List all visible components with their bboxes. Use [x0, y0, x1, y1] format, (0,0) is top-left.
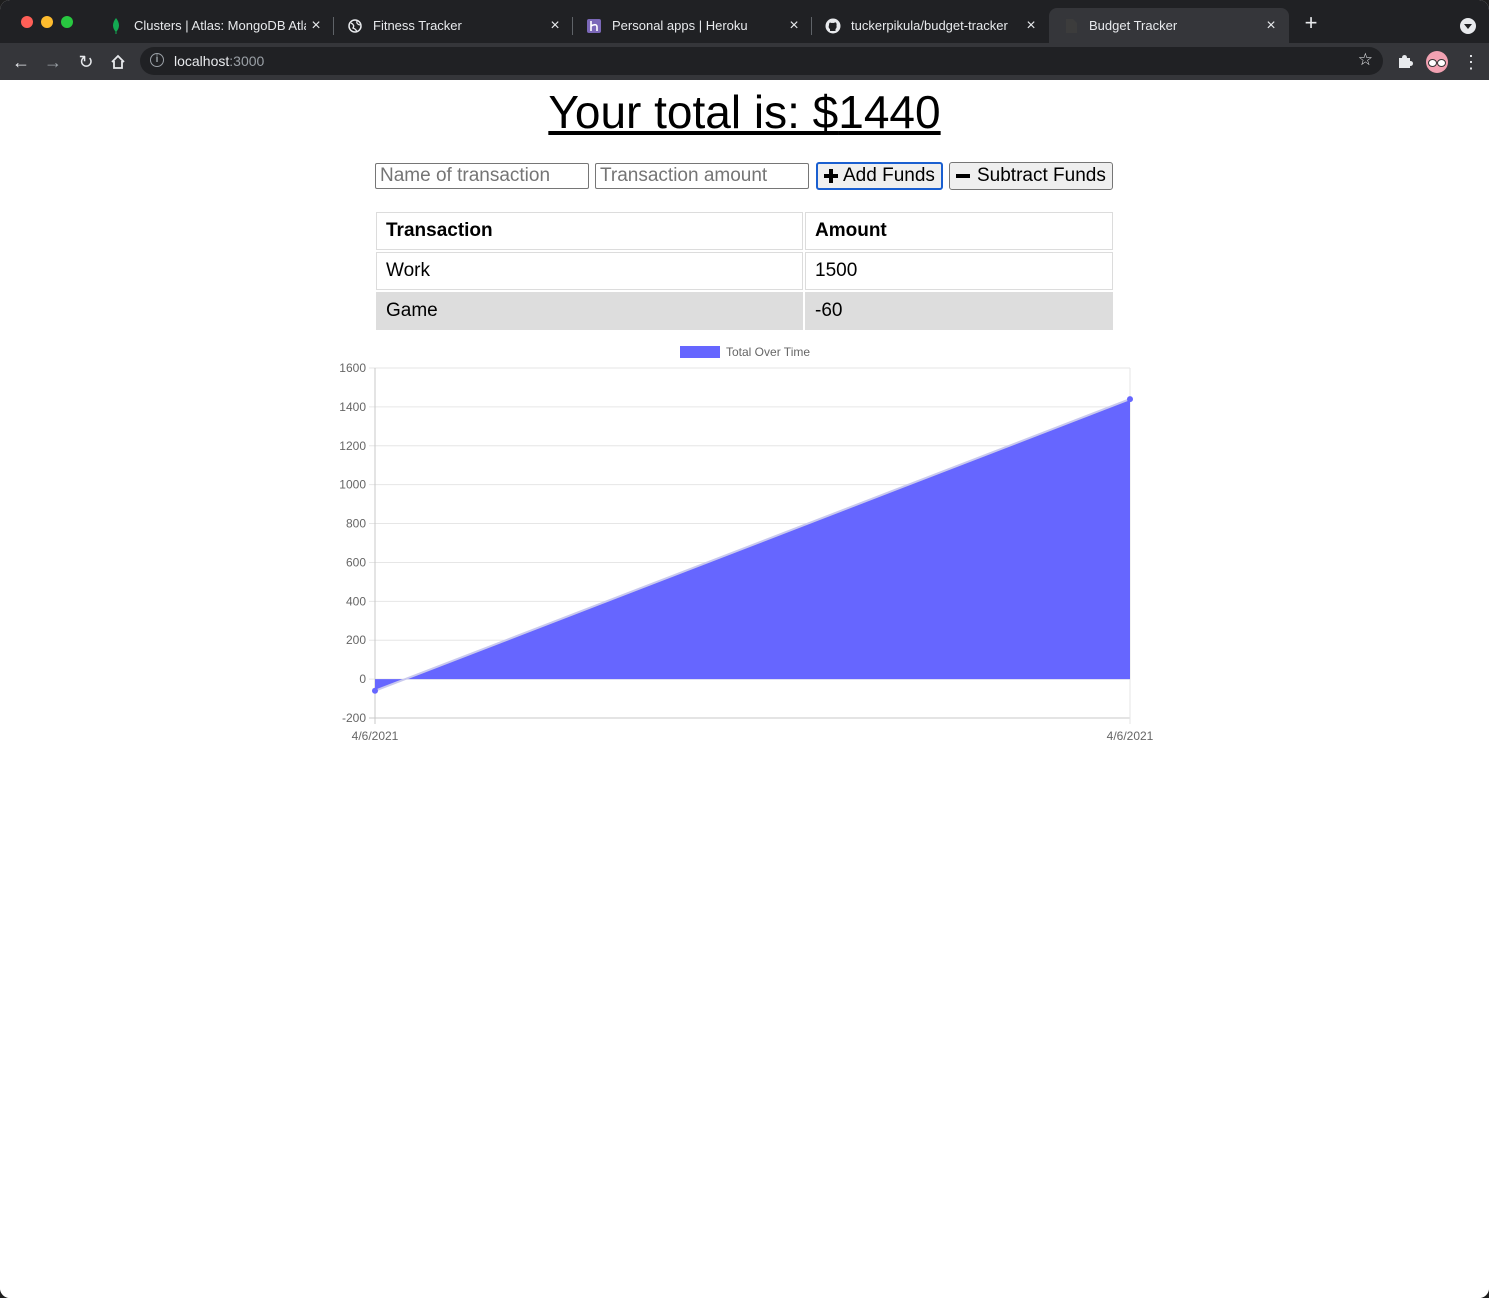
- tab-label: Clusters | Atlas: MongoDB Atlas: [134, 18, 306, 33]
- transaction-amount-cell: 1500: [805, 252, 1113, 290]
- globe-icon: [347, 18, 363, 34]
- close-tab-icon[interactable]: ×: [550, 16, 560, 34]
- table-row: Work 1500: [376, 252, 1113, 290]
- y-tick-label: 0: [359, 672, 366, 686]
- subtract-funds-button[interactable]: Subtract Funds: [949, 162, 1113, 190]
- legend-label: Total Over Time: [726, 345, 810, 359]
- close-tab-icon[interactable]: ×: [1266, 16, 1276, 34]
- plus-icon: [824, 169, 838, 183]
- extensions-puzzle-icon[interactable]: [1396, 53, 1414, 71]
- tab-separator: [572, 17, 573, 35]
- tab-github[interactable]: tuckerpikula/budget-tracker ×: [811, 8, 1049, 43]
- transaction-name-cell: Work: [376, 252, 803, 290]
- back-arrow-icon[interactable]: ←: [12, 52, 30, 72]
- transaction-amount-input[interactable]: [595, 163, 809, 189]
- table-header-row: Transaction Amount: [376, 212, 1113, 250]
- tab-heroku[interactable]: Personal apps | Heroku ×: [572, 8, 812, 43]
- transaction-name-cell: Game: [376, 292, 803, 330]
- tab-search-icon[interactable]: [1460, 18, 1476, 34]
- profile-avatar[interactable]: [1426, 51, 1448, 73]
- new-tab-icon[interactable]: +: [1304, 10, 1318, 35]
- close-window-icon[interactable]: [21, 16, 33, 28]
- y-tick-label: 200: [346, 633, 366, 647]
- home-icon[interactable]: [105, 49, 131, 75]
- y-tick-label: -200: [342, 711, 366, 725]
- minimize-window-icon[interactable]: [41, 16, 53, 28]
- tab-budget-tracker[interactable]: Budget Tracker ×: [1049, 8, 1289, 43]
- tab-separator: [333, 17, 334, 35]
- github-icon: [825, 18, 841, 34]
- y-tick-label: 400: [346, 594, 366, 608]
- close-tab-icon[interactable]: ×: [311, 16, 321, 34]
- close-tab-icon[interactable]: ×: [1026, 16, 1036, 34]
- series-line-total-over-time: [374, 398, 1131, 692]
- y-tick-label: 1200: [339, 439, 366, 453]
- page-icon: [1063, 18, 1079, 34]
- tab-separator: [811, 17, 812, 35]
- total-heading: Your total is: $1440: [548, 86, 941, 138]
- page-content: Your total is: $1440 Add Funds Subtract …: [0, 80, 1489, 1298]
- tab-label: Personal apps | Heroku: [612, 18, 748, 33]
- site-info-icon[interactable]: i: [150, 53, 164, 67]
- total-value: 1440: [838, 86, 941, 138]
- data-point: [1127, 396, 1133, 403]
- mongodb-leaf-icon: [108, 17, 124, 34]
- tab-label: Fitness Tracker: [373, 18, 462, 33]
- y-tick-label: 1600: [339, 361, 366, 375]
- tab-mongodb[interactable]: Clusters | Atlas: MongoDB Atlas ×: [94, 8, 334, 43]
- y-tick-label: 1000: [339, 478, 366, 492]
- close-tab-icon[interactable]: ×: [789, 16, 799, 34]
- column-header-amount: Amount: [805, 212, 1113, 250]
- y-tick-label: 1400: [339, 400, 366, 414]
- column-header-transaction: Transaction: [376, 212, 803, 250]
- maximize-window-icon[interactable]: [61, 16, 73, 28]
- heroku-icon: [586, 18, 602, 34]
- x-tick-label: 4/6/2021: [352, 729, 399, 743]
- total-over-time-chart: -200 0 200 400 600 800 1000 1200 1400 1600 4/6/202…: [339, 345, 1154, 743]
- tab-label: Budget Tracker: [1089, 18, 1178, 33]
- add-funds-button[interactable]: Add Funds: [816, 162, 943, 190]
- browser-toolbar: ← → ↻ i localhost:3000 ☆ ⋮: [0, 43, 1489, 80]
- reload-icon[interactable]: ↻: [78, 52, 94, 72]
- forward-arrow-icon[interactable]: →: [44, 52, 62, 72]
- legend-swatch: [680, 346, 720, 358]
- address-bar[interactable]: i localhost:3000 ☆: [140, 47, 1383, 75]
- tab-fitness-tracker[interactable]: Fitness Tracker ×: [333, 8, 573, 43]
- transaction-amount-cell: -60: [805, 292, 1113, 330]
- y-tick-label: 800: [346, 517, 366, 531]
- table-row: Game -60: [376, 292, 1113, 330]
- minus-icon: [956, 174, 970, 178]
- tab-strip: Clusters | Atlas: MongoDB Atlas × Fitnes…: [0, 0, 1489, 43]
- transaction-name-input[interactable]: [375, 163, 589, 189]
- tab-label: tuckerpikula/budget-tracker: [851, 18, 1008, 33]
- data-point: [372, 687, 378, 694]
- more-menu-icon[interactable]: ⋮: [1462, 52, 1480, 72]
- x-tick-label: 4/6/2021: [1107, 729, 1154, 743]
- transactions-table: Transaction Amount Work 1500 Game -60: [374, 210, 1115, 332]
- bookmark-star-icon[interactable]: ☆: [1357, 50, 1373, 69]
- y-tick-label: 600: [346, 555, 366, 569]
- url-text: localhost:3000: [174, 53, 265, 69]
